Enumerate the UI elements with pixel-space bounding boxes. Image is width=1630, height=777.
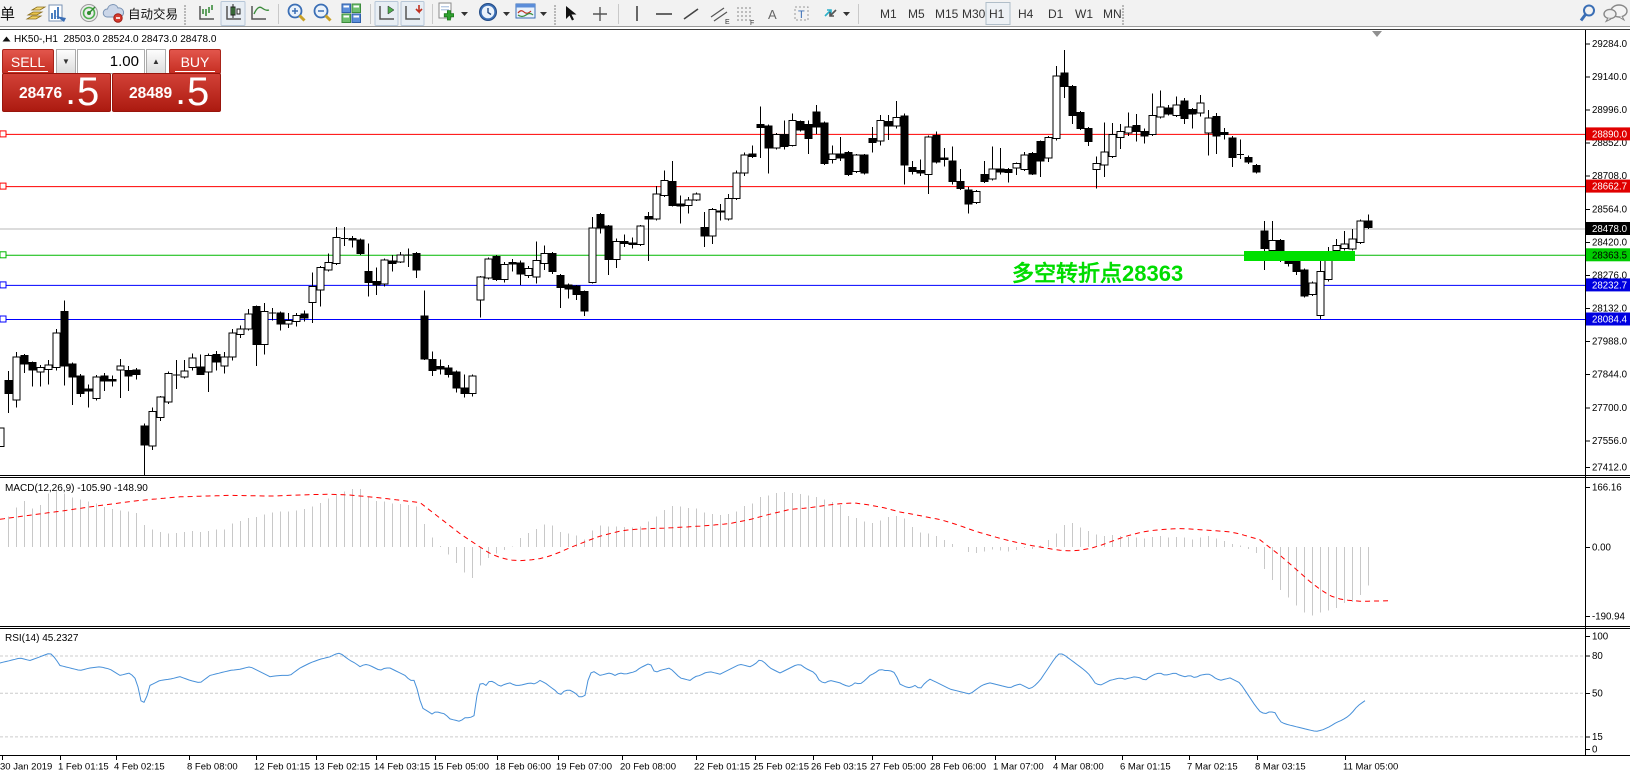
svg-text:29284.0: 29284.0: [1592, 39, 1628, 50]
svg-text:50: 50: [1592, 688, 1603, 699]
svg-text:13 Feb 02:15: 13 Feb 02:15: [314, 762, 370, 773]
svg-text:15 Feb 05:00: 15 Feb 05:00: [433, 762, 489, 773]
svg-text:M15: M15: [935, 7, 959, 21]
svg-text:29140.0: 29140.0: [1592, 72, 1628, 83]
svg-text:MACD(12,26,9) -105.90 -148.90: MACD(12,26,9) -105.90 -148.90: [5, 483, 148, 494]
svg-text:H4: H4: [1018, 7, 1034, 21]
svg-text:28276.0: 28276.0: [1592, 271, 1628, 282]
svg-text:4 Feb 02:15: 4 Feb 02:15: [114, 762, 165, 773]
svg-text:166.16: 166.16: [1592, 483, 1622, 494]
svg-text:HK50-,H1 28503.0 28524.0 2847: HK50-,H1 28503.0 28524.0 28473.0 28478.0: [14, 34, 217, 45]
svg-text:6 Mar 01:15: 6 Mar 01:15: [1120, 762, 1171, 773]
svg-text:28852.0: 28852.0: [1592, 138, 1628, 149]
svg-text:A: A: [768, 7, 777, 22]
svg-text:28890.0: 28890.0: [1592, 129, 1628, 140]
svg-text:4 Mar 08:00: 4 Mar 08:00: [1053, 762, 1104, 773]
svg-text:E: E: [725, 19, 730, 26]
svg-text:7 Mar 02:15: 7 Mar 02:15: [1187, 762, 1238, 773]
svg-text:27700.0: 27700.0: [1592, 403, 1628, 414]
svg-text:20 Feb 08:00: 20 Feb 08:00: [620, 762, 676, 773]
svg-text:100: 100: [1592, 632, 1609, 643]
svg-text:28132.0: 28132.0: [1592, 304, 1628, 315]
svg-text:28420.0: 28420.0: [1592, 237, 1628, 248]
svg-text:T: T: [798, 9, 805, 21]
svg-text:28708.0: 28708.0: [1592, 171, 1628, 182]
svg-text:8 Mar 03:15: 8 Mar 03:15: [1255, 762, 1306, 773]
svg-text:19 Feb 07:00: 19 Feb 07:00: [556, 762, 612, 773]
svg-text:30 Jan 2019: 30 Jan 2019: [0, 762, 52, 773]
svg-text:27556.0: 27556.0: [1592, 436, 1628, 447]
svg-text:80: 80: [1592, 651, 1603, 662]
svg-text:自动交易: 自动交易: [128, 7, 178, 22]
svg-text:M5: M5: [908, 7, 925, 21]
svg-text:25 Feb 02:15: 25 Feb 02:15: [753, 762, 809, 773]
svg-text:28996.0: 28996.0: [1592, 105, 1628, 116]
svg-text:27988.0: 27988.0: [1592, 337, 1628, 348]
svg-text:0.00: 0.00: [1592, 543, 1611, 554]
svg-text:27412.0: 27412.0: [1592, 463, 1628, 474]
svg-text:28084.4: 28084.4: [1592, 315, 1628, 326]
svg-text:27 Feb 05:00: 27 Feb 05:00: [870, 762, 926, 773]
svg-text:28 Feb 06:00: 28 Feb 06:00: [930, 762, 986, 773]
svg-text:15: 15: [1592, 732, 1603, 743]
svg-text:-190.94: -190.94: [1592, 611, 1625, 622]
svg-text:M30: M30: [962, 7, 986, 21]
svg-text:12 Feb 01:15: 12 Feb 01:15: [254, 762, 310, 773]
svg-text:27844.0: 27844.0: [1592, 370, 1628, 381]
svg-text:MN: MN: [1103, 7, 1122, 21]
svg-text:14 Feb 03:15: 14 Feb 03:15: [374, 762, 430, 773]
svg-text:H1: H1: [989, 7, 1005, 21]
svg-text:22 Feb 01:15: 22 Feb 01:15: [694, 762, 750, 773]
svg-text:8 Feb 08:00: 8 Feb 08:00: [187, 762, 238, 773]
svg-text:28478.0: 28478.0: [1592, 224, 1628, 235]
svg-text:18 Feb 06:00: 18 Feb 06:00: [495, 762, 551, 773]
svg-text:28662.7: 28662.7: [1592, 182, 1627, 193]
svg-text:26 Feb 03:15: 26 Feb 03:15: [811, 762, 867, 773]
svg-text:D1: D1: [1048, 7, 1064, 21]
svg-text:W1: W1: [1075, 7, 1093, 21]
svg-text:1 Mar 07:00: 1 Mar 07:00: [993, 762, 1044, 773]
svg-text:多空转折点28363: 多空转折点28363: [1012, 261, 1183, 286]
svg-text:28232.7: 28232.7: [1592, 280, 1627, 291]
svg-text:28363.5: 28363.5: [1592, 250, 1627, 261]
svg-text:F: F: [750, 20, 754, 27]
svg-text:28564.0: 28564.0: [1592, 204, 1628, 215]
svg-text:0: 0: [1592, 745, 1598, 756]
svg-text:RSI(14) 45.2327: RSI(14) 45.2327: [5, 633, 79, 644]
svg-text:M1: M1: [880, 7, 897, 21]
svg-text:11 Mar 05:00: 11 Mar 05:00: [1343, 762, 1398, 773]
svg-text:1 Feb 01:15: 1 Feb 01:15: [58, 762, 109, 773]
svg-text:单: 单: [0, 6, 15, 23]
